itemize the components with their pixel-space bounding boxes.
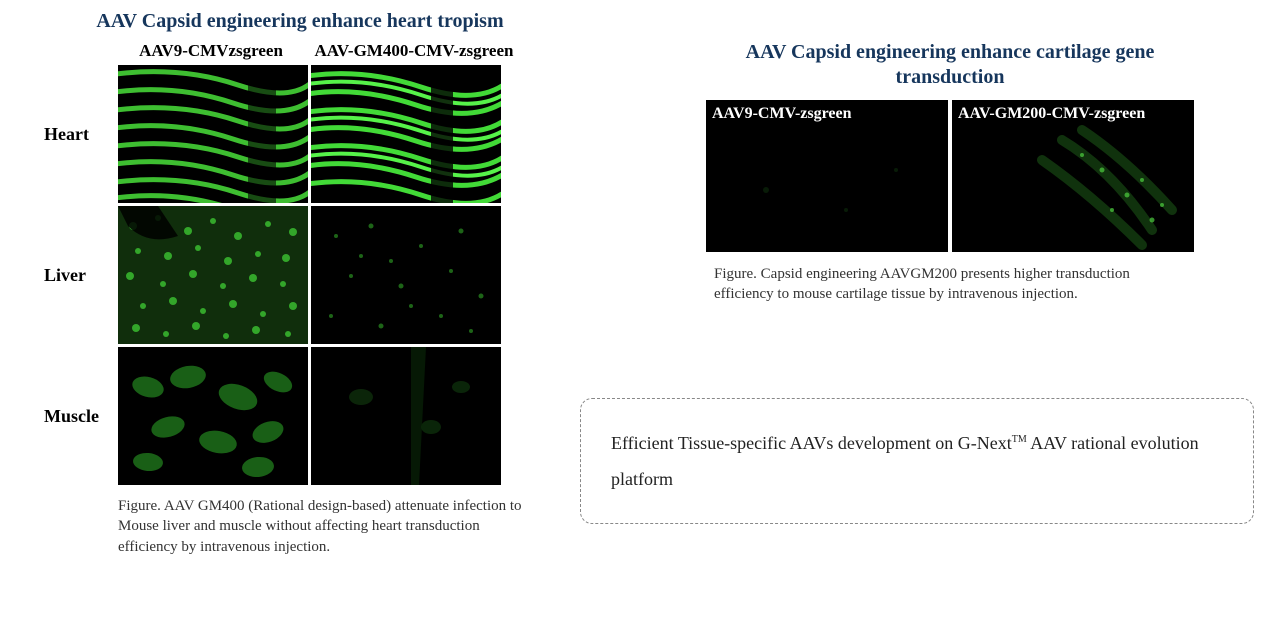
micrograph-cartilage-gm200: AAV-GM200-CMV-zsgreen [952, 100, 1194, 252]
right-grid: AAV9-CMV-zsgreen AAV-GM200-CMV-zsgreen [660, 100, 1240, 252]
left-title: AAV Capsid engineering enhance heart tro… [40, 10, 560, 33]
left-col-headers: AAV9-CMVzsgreen AAV-GM400-CMV-zsgreen [118, 41, 560, 61]
left-row-liver: Liver [40, 206, 560, 344]
right-overlay-1: AAV-GM200-CMV-zsgreen [958, 104, 1188, 123]
left-panel: AAV Capsid engineering enhance heart tro… [40, 10, 560, 557]
callout-tm: TM [1012, 434, 1027, 445]
callout-text-a: Efficient Tissue-specific AAVs developme… [611, 433, 1012, 453]
row-label-heart: Heart [40, 124, 118, 145]
left-row-muscle: Muscle [40, 347, 560, 485]
micrograph-cartilage-aav9: AAV9-CMV-zsgreen [706, 100, 948, 252]
left-caption: Figure. AAV GM400 (Rational design-based… [118, 496, 528, 557]
left-col-header-0: AAV9-CMVzsgreen [118, 41, 304, 61]
row-label-muscle: Muscle [40, 406, 118, 427]
callout-box: Efficient Tissue-specific AAVs developme… [580, 398, 1254, 524]
micrograph-muscle-gm400 [311, 347, 501, 485]
right-caption: Figure. Capsid engineering AAVGM200 pres… [714, 264, 1144, 305]
micrograph-heart-gm400 [311, 65, 501, 203]
right-title: AAV Capsid engineering enhance cartilage… [740, 40, 1160, 90]
left-col-header-1: AAV-GM400-CMV-zsgreen [304, 41, 524, 61]
micrograph-liver-aav9 [118, 206, 308, 344]
micrograph-liver-gm400 [311, 206, 501, 344]
micrograph-muscle-aav9 [118, 347, 308, 485]
micrograph-heart-aav9 [118, 65, 308, 203]
left-grid: Heart [40, 65, 560, 488]
right-overlay-0: AAV9-CMV-zsgreen [712, 104, 942, 123]
row-label-liver: Liver [40, 265, 118, 286]
left-row-heart: Heart [40, 65, 560, 203]
right-panel: AAV Capsid engineering enhance cartilage… [660, 40, 1240, 305]
